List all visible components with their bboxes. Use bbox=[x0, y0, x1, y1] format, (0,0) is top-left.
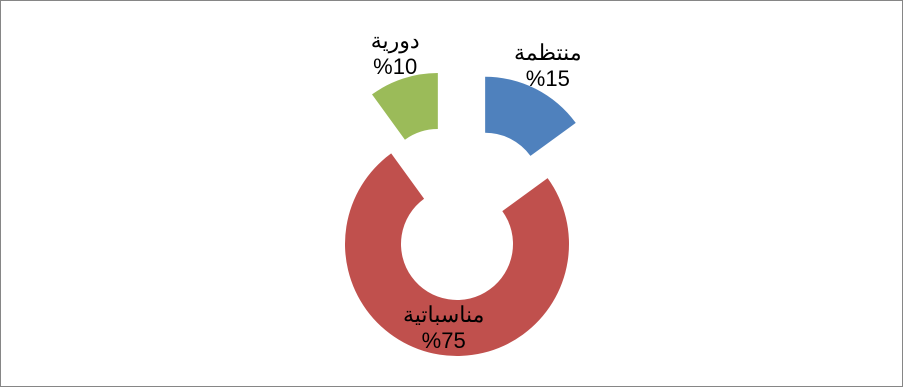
slice-category-label: مناسباتية bbox=[403, 302, 484, 327]
slice-category-label: منتظمة bbox=[514, 40, 582, 65]
doughnut-slice bbox=[485, 76, 576, 156]
slice-value-label: %75 bbox=[422, 328, 466, 353]
doughnut-slice bbox=[345, 153, 570, 356]
doughnut-slice bbox=[372, 73, 438, 140]
slice-value-label: %15 bbox=[526, 66, 570, 91]
slice-category-label: دورية bbox=[371, 28, 420, 54]
slice-value-label: %10 bbox=[373, 54, 417, 79]
